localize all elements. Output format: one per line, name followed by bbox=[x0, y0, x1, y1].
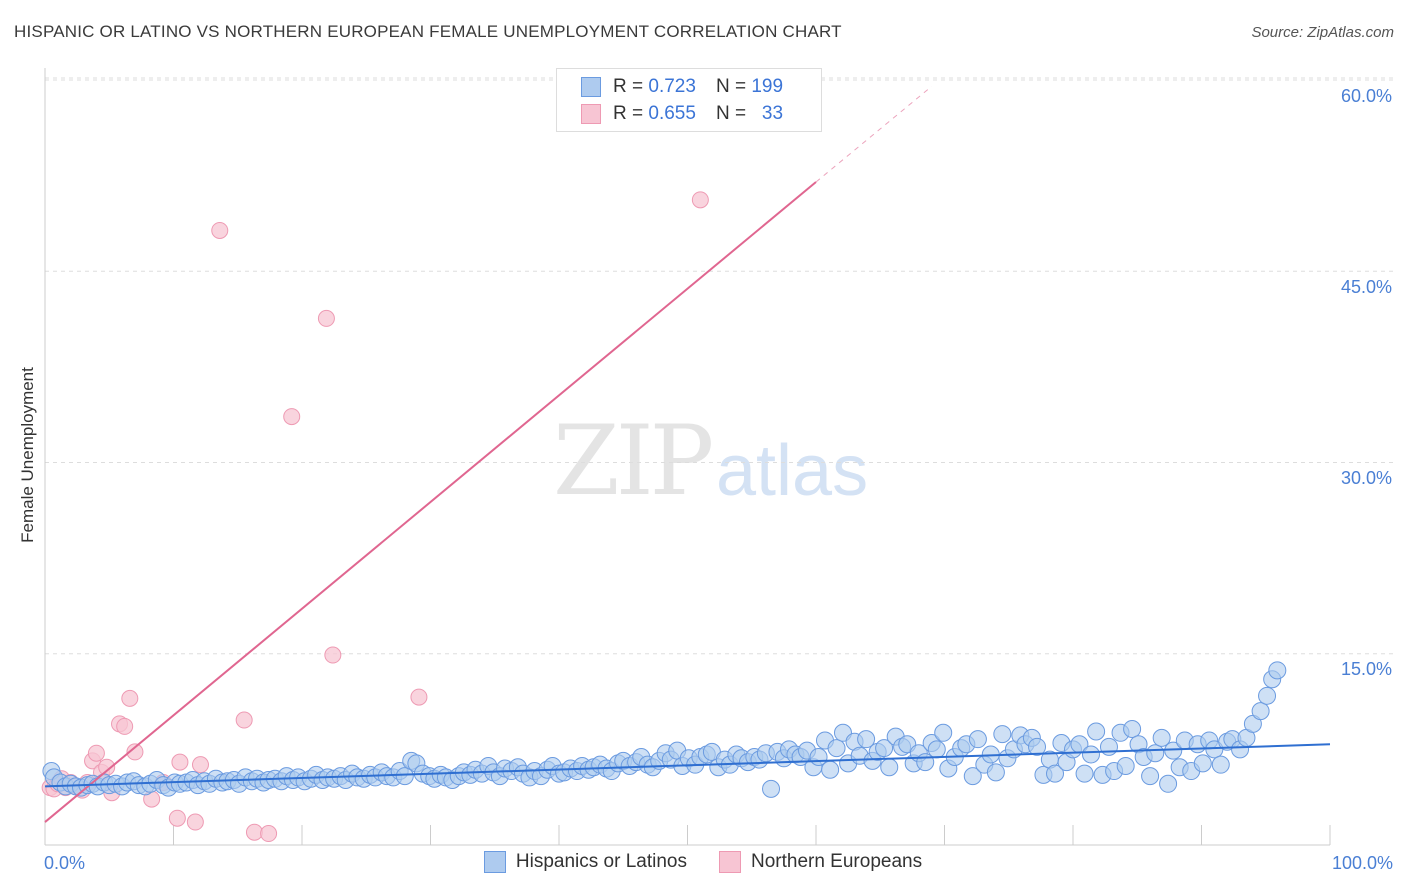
hispanics-point-176 bbox=[1075, 764, 1094, 783]
hispanics-point-196 bbox=[1193, 754, 1212, 773]
hispanics-point-205 bbox=[1251, 702, 1270, 721]
legend-item-hispanics: Hispanics or Latinos bbox=[483, 851, 687, 873]
hispanics-point-178 bbox=[1087, 722, 1106, 741]
blue-r-label: R = bbox=[613, 76, 644, 97]
hispanics-point-208 bbox=[1268, 661, 1287, 680]
hispanics-trendline bbox=[44, 743, 1331, 788]
hispanics-point-139 bbox=[857, 730, 876, 749]
watermark-atlas: atlas bbox=[716, 431, 869, 511]
pink-r-value: 0.655 bbox=[648, 103, 696, 124]
northern-europeans-point-31 bbox=[410, 688, 428, 706]
pink-n-label: N = bbox=[715, 103, 747, 124]
hispanics-point-189 bbox=[1152, 728, 1171, 747]
northern-europeans-label: Northern Europeans bbox=[750, 851, 923, 872]
hispanics-point-180 bbox=[1099, 737, 1118, 756]
northern-europeans-point-17 bbox=[126, 743, 144, 761]
northern-europeans-point-22 bbox=[186, 813, 204, 831]
x-tick-label-100: 100.0% bbox=[1331, 853, 1393, 873]
hispanics-point-158 bbox=[968, 730, 987, 749]
stats-legend: R = 0.723 N = 199 R = 0.655 N = 33 bbox=[556, 68, 822, 132]
hispanics-point-157 bbox=[963, 767, 982, 786]
watermark-zip: ZIP bbox=[553, 405, 714, 517]
northern-europeans-point-32 bbox=[691, 191, 709, 209]
y-tick-label-60: 60.0% bbox=[1340, 86, 1392, 106]
northern-europeans-trendline bbox=[44, 181, 817, 823]
hispanics-point-199 bbox=[1211, 755, 1230, 774]
pink-n-value: 33 bbox=[761, 103, 784, 124]
hispanics-swatch bbox=[483, 851, 506, 873]
hispanics-point-161 bbox=[986, 763, 1005, 782]
series-legend: Hispanics or Latinos Northern Europeans bbox=[0, 851, 1406, 873]
legend-row-pink: R = 0.655 N = 33 bbox=[581, 102, 783, 126]
northern-europeans-point-21 bbox=[171, 753, 189, 771]
hispanics-point-168 bbox=[1028, 737, 1047, 756]
y-tick-label-45: 45.0% bbox=[1340, 277, 1392, 297]
hispanics-point-151 bbox=[927, 740, 946, 759]
hispanics-point-142 bbox=[875, 739, 894, 758]
pink-swatch bbox=[581, 104, 601, 124]
northern-europeans-point-20 bbox=[168, 809, 186, 827]
x-tick-label-0: 0.0% bbox=[44, 853, 86, 873]
legend-row-blue: R = 0.723 N = 199 bbox=[581, 75, 783, 99]
y-tick-label-30: 30.0% bbox=[1340, 468, 1392, 488]
blue-n-label: N = bbox=[715, 76, 747, 97]
blue-r-value: 0.723 bbox=[648, 76, 696, 97]
hispanics-point-162 bbox=[993, 725, 1012, 744]
chart-title: HISPANIC OR LATINO VS NORTHERN EUROPEAN … bbox=[14, 22, 842, 41]
blue-swatch bbox=[581, 77, 601, 97]
y-tick-label-15: 15.0% bbox=[1340, 659, 1392, 679]
blue-n-value: 199 bbox=[751, 76, 784, 97]
northern-europeans-point-16 bbox=[121, 689, 139, 707]
hispanics-point-143 bbox=[880, 758, 899, 777]
northern-europeans-point-25 bbox=[235, 711, 253, 729]
hispanics-label: Hispanics or Latinos bbox=[515, 851, 687, 872]
hispanics-point-61 bbox=[395, 767, 414, 786]
northern-europeans-trendline-extension bbox=[815, 85, 932, 183]
hispanics-point-190 bbox=[1159, 774, 1178, 793]
hispanics-point-188 bbox=[1146, 744, 1165, 763]
hispanics-point-133 bbox=[821, 760, 840, 779]
source-label: Source: ZipAtlas.com bbox=[1251, 24, 1394, 41]
hispanics-point-206 bbox=[1258, 686, 1277, 705]
hispanics-point-123 bbox=[762, 779, 781, 798]
northern-europeans-point-27 bbox=[260, 825, 278, 843]
hispanics-point-152 bbox=[934, 723, 953, 742]
northern-europeans-point-28 bbox=[283, 408, 301, 426]
northern-europeans-point-24 bbox=[211, 221, 229, 239]
hispanics-point-177 bbox=[1081, 745, 1100, 764]
legend-item-northern-europeans: Northern Europeans bbox=[718, 851, 923, 873]
pink-r-label: R = bbox=[613, 103, 644, 124]
hispanics-point-184 bbox=[1123, 719, 1142, 738]
hispanics-point-183 bbox=[1116, 756, 1135, 775]
y-axis-label: Female Unemployment bbox=[18, 367, 37, 543]
northern-europeans-point-29 bbox=[317, 309, 335, 327]
northern-europeans-point-26 bbox=[245, 823, 263, 841]
hispanics-point-134 bbox=[827, 739, 846, 758]
northern-europeans-point-10 bbox=[87, 744, 105, 762]
hispanics-point-187 bbox=[1141, 767, 1160, 786]
northern-europeans-point-15 bbox=[116, 717, 134, 735]
northern-europeans-point-30 bbox=[324, 646, 342, 664]
hispanics-point-171 bbox=[1046, 764, 1065, 783]
northern-europeans-swatch bbox=[718, 851, 741, 873]
northern-europeans-point-23 bbox=[191, 756, 209, 774]
